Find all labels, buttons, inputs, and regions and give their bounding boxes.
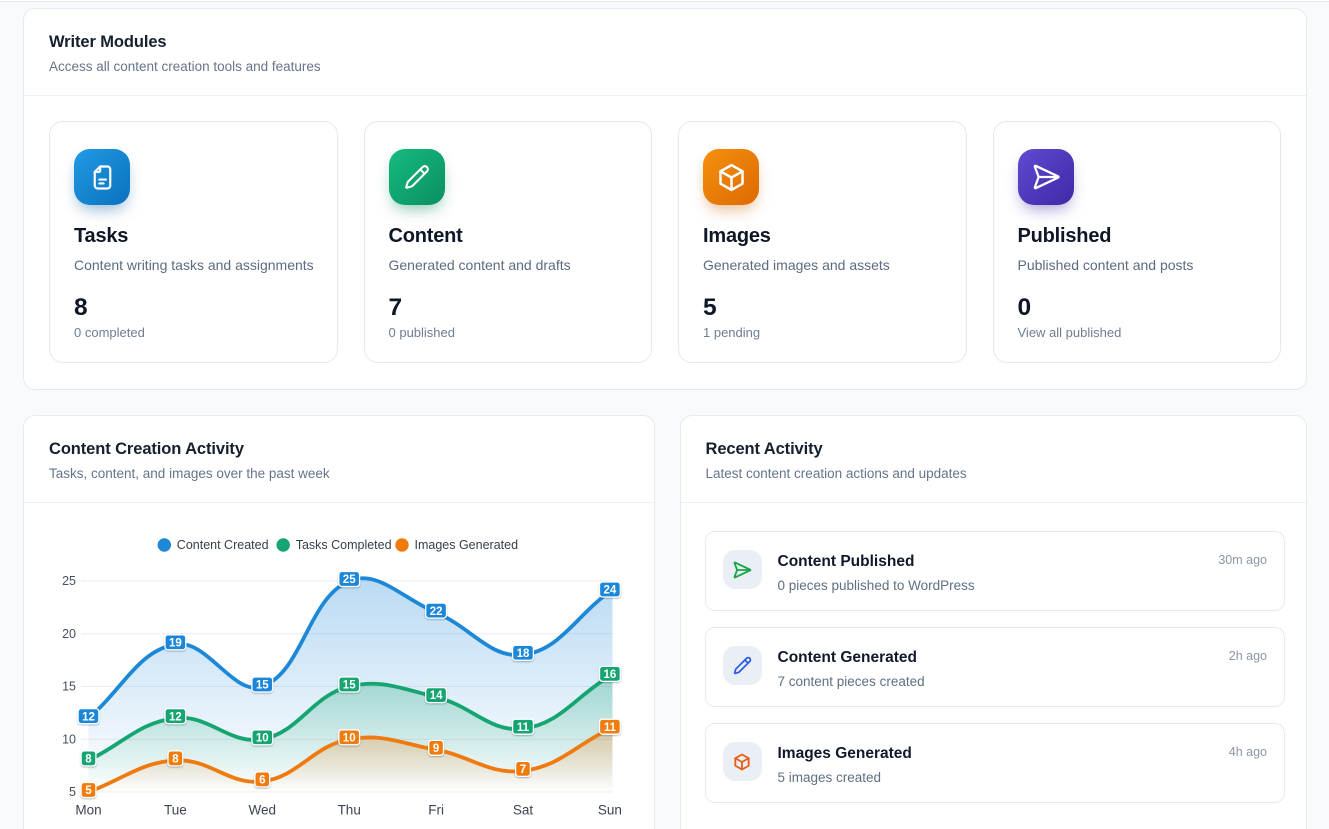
svg-text:20: 20 bbox=[62, 627, 76, 641]
svg-text:Fri: Fri bbox=[428, 803, 444, 818]
svg-text:25: 25 bbox=[62, 574, 76, 588]
svg-text:10: 10 bbox=[62, 732, 76, 746]
svg-text:12: 12 bbox=[82, 711, 95, 723]
svg-text:Content Created: Content Created bbox=[177, 538, 269, 552]
svg-text:5: 5 bbox=[85, 785, 92, 797]
svg-text:Sun: Sun bbox=[598, 803, 622, 818]
svg-text:14: 14 bbox=[430, 690, 443, 702]
svg-text:22: 22 bbox=[430, 606, 443, 618]
svg-text:6: 6 bbox=[259, 775, 265, 787]
svg-text:Images Generated: Images Generated bbox=[415, 538, 519, 552]
svg-text:24: 24 bbox=[604, 585, 617, 597]
svg-text:11: 11 bbox=[517, 722, 530, 734]
svg-text:15: 15 bbox=[343, 680, 356, 692]
svg-text:Tasks Completed: Tasks Completed bbox=[296, 538, 392, 552]
svg-text:15: 15 bbox=[256, 680, 269, 692]
svg-text:5: 5 bbox=[69, 785, 76, 799]
svg-text:12: 12 bbox=[169, 711, 182, 723]
svg-text:19: 19 bbox=[169, 637, 182, 649]
svg-text:10: 10 bbox=[343, 732, 356, 744]
svg-text:7: 7 bbox=[520, 764, 526, 776]
svg-text:8: 8 bbox=[85, 754, 92, 766]
svg-text:18: 18 bbox=[517, 648, 530, 660]
svg-text:9: 9 bbox=[433, 743, 439, 755]
svg-text:8: 8 bbox=[172, 754, 179, 766]
svg-text:Tue: Tue bbox=[164, 803, 187, 818]
svg-text:16: 16 bbox=[604, 669, 617, 681]
svg-text:Thu: Thu bbox=[338, 803, 361, 818]
svg-text:10: 10 bbox=[256, 732, 269, 744]
svg-text:Wed: Wed bbox=[249, 803, 277, 818]
svg-text:Mon: Mon bbox=[75, 803, 101, 818]
svg-text:15: 15 bbox=[62, 680, 76, 694]
svg-text:Sat: Sat bbox=[513, 803, 534, 818]
svg-text:11: 11 bbox=[604, 722, 617, 734]
svg-text:25: 25 bbox=[343, 574, 356, 586]
